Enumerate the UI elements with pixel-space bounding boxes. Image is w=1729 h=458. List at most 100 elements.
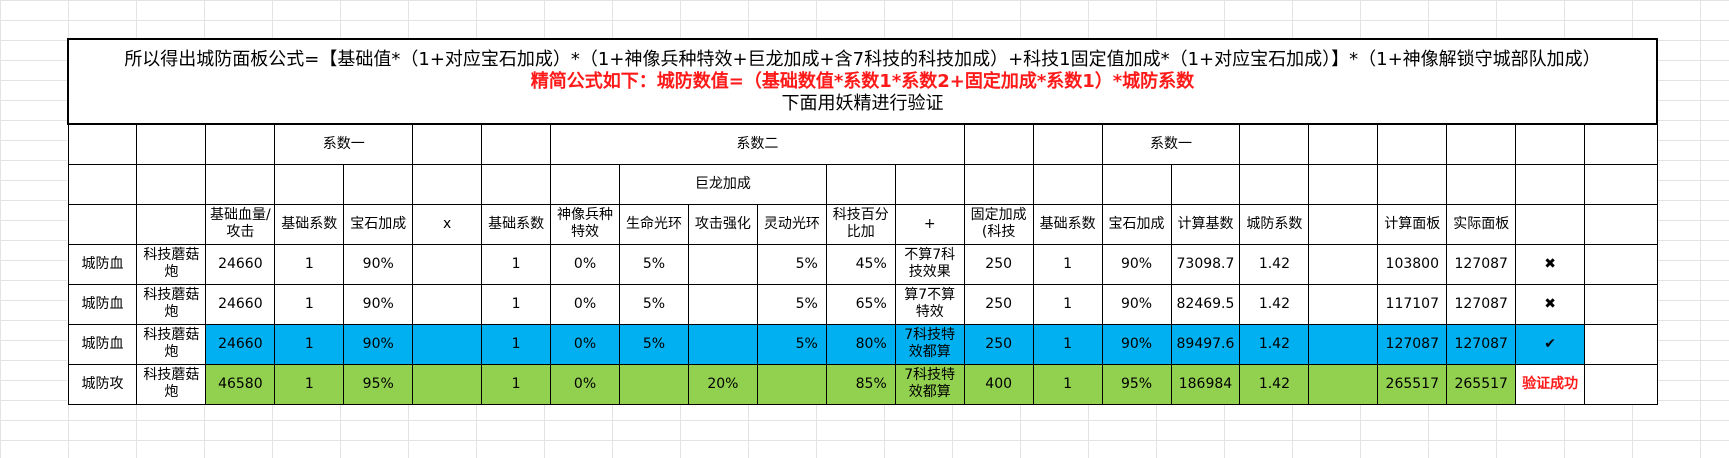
header-base-coef[interactable]: 基础系数 bbox=[274, 203, 345, 245]
row-tech[interactable]: 80% bbox=[825, 323, 896, 365]
row-life[interactable]: 5% bbox=[619, 323, 689, 365]
row-note[interactable]: 7科技特效都算 bbox=[894, 323, 965, 365]
row-unit[interactable]: 科技蘑菇炮 bbox=[136, 243, 207, 285]
row-city-coef[interactable]: 1.42 bbox=[1239, 363, 1310, 405]
cell[interactable] bbox=[894, 163, 965, 205]
row-life[interactable]: 5% bbox=[619, 283, 689, 325]
row-tech[interactable]: 85% bbox=[825, 363, 896, 405]
row-base-coef3[interactable]: 1 bbox=[1032, 363, 1103, 405]
cell[interactable] bbox=[1308, 203, 1379, 245]
row-gem2[interactable]: 90% bbox=[1101, 243, 1172, 285]
header-calc-panel[interactable]: 计算面板 bbox=[1377, 203, 1448, 245]
cell[interactable] bbox=[1584, 363, 1658, 405]
row-calc-base[interactable]: 82469.5 bbox=[1170, 283, 1241, 325]
row-gem2[interactable]: 90% bbox=[1101, 283, 1172, 325]
row-fixed[interactable]: 250 bbox=[963, 283, 1034, 325]
row-gem[interactable]: 90% bbox=[343, 283, 414, 325]
row-base-coef[interactable]: 1 bbox=[274, 283, 345, 325]
cell[interactable] bbox=[1308, 283, 1379, 325]
row-unit[interactable]: 科技蘑菇炮 bbox=[136, 323, 207, 365]
row-actual-panel[interactable]: 127087 bbox=[1446, 323, 1517, 365]
row-atk[interactable] bbox=[687, 243, 758, 285]
cell[interactable] bbox=[825, 163, 896, 205]
cell[interactable] bbox=[67, 123, 138, 165]
cell[interactable] bbox=[67, 203, 138, 245]
cell[interactable] bbox=[963, 163, 1034, 205]
header-city-coef[interactable]: 城防系数 bbox=[1239, 203, 1310, 245]
cell[interactable] bbox=[1032, 163, 1103, 205]
cell[interactable] bbox=[1515, 203, 1586, 245]
cell[interactable] bbox=[412, 323, 483, 365]
cell[interactable] bbox=[481, 163, 552, 205]
row-statue[interactable]: 0% bbox=[550, 243, 620, 285]
row-base-coef3[interactable]: 1 bbox=[1032, 243, 1103, 285]
row-type[interactable]: 城防攻 bbox=[67, 363, 138, 405]
row-base[interactable]: 24660 bbox=[205, 243, 276, 285]
header-calc-base[interactable]: 计算基数 bbox=[1170, 203, 1241, 245]
cell[interactable] bbox=[136, 163, 207, 205]
row-statue[interactable]: 0% bbox=[550, 283, 620, 325]
row-unit[interactable]: 科技蘑菇炮 bbox=[136, 363, 207, 405]
row-base-coef[interactable]: 1 bbox=[274, 243, 345, 285]
header-times[interactable]: x bbox=[412, 203, 483, 245]
row-calc-base[interactable]: 186984 bbox=[1170, 363, 1241, 405]
cell[interactable] bbox=[1584, 323, 1658, 365]
row-agile[interactable]: 5% bbox=[756, 243, 827, 285]
check-mark-icon[interactable]: ✔ bbox=[1515, 323, 1586, 365]
fail-mark-icon[interactable]: ✖ bbox=[1515, 243, 1586, 285]
cell[interactable] bbox=[1584, 203, 1658, 245]
row-agile[interactable]: 5% bbox=[756, 283, 827, 325]
row-gem[interactable]: 95% bbox=[343, 363, 414, 405]
row-city-coef[interactable]: 1.42 bbox=[1239, 283, 1310, 325]
cell[interactable] bbox=[205, 123, 276, 165]
cell[interactable] bbox=[963, 123, 1034, 165]
cell[interactable] bbox=[1308, 123, 1379, 165]
row-city-coef[interactable]: 1.42 bbox=[1239, 323, 1310, 365]
row-base-coef3[interactable]: 1 bbox=[1032, 323, 1103, 365]
row-tech[interactable]: 45% bbox=[825, 243, 896, 285]
cell[interactable] bbox=[1584, 283, 1658, 325]
cell[interactable] bbox=[1515, 163, 1586, 205]
cell[interactable] bbox=[550, 163, 620, 205]
row-base-coef2[interactable]: 1 bbox=[481, 283, 552, 325]
group-coef2[interactable]: 系数二 bbox=[550, 123, 965, 165]
row-base-coef2[interactable]: 1 bbox=[481, 363, 552, 405]
row-life[interactable]: 5% bbox=[619, 243, 689, 285]
row-statue[interactable]: 0% bbox=[550, 363, 620, 405]
cell[interactable] bbox=[412, 243, 483, 285]
row-base-coef[interactable]: 1 bbox=[274, 363, 345, 405]
cell[interactable] bbox=[412, 283, 483, 325]
row-actual-panel[interactable]: 127087 bbox=[1446, 243, 1517, 285]
row-calc-base[interactable]: 89497.6 bbox=[1170, 323, 1241, 365]
header-tech-pct[interactable]: 科技百分比加 bbox=[825, 203, 896, 245]
cell[interactable] bbox=[1515, 123, 1586, 165]
header-base[interactable]: 基础血量/攻击 bbox=[205, 203, 276, 245]
row-base-coef2[interactable]: 1 bbox=[481, 243, 552, 285]
row-base-coef[interactable]: 1 bbox=[274, 323, 345, 365]
row-type[interactable]: 城防血 bbox=[67, 243, 138, 285]
row-actual-panel[interactable]: 127087 bbox=[1446, 283, 1517, 325]
row-gem2[interactable]: 95% bbox=[1101, 363, 1172, 405]
row-calc-base[interactable]: 73098.7 bbox=[1170, 243, 1241, 285]
row-tech[interactable]: 65% bbox=[825, 283, 896, 325]
row-fixed[interactable]: 400 bbox=[963, 363, 1034, 405]
cell[interactable] bbox=[1239, 163, 1310, 205]
header-plus[interactable]: + bbox=[894, 203, 965, 245]
row-base-coef2[interactable]: 1 bbox=[481, 323, 552, 365]
verify-success-label[interactable]: 验证成功 bbox=[1515, 363, 1586, 405]
row-calc-panel[interactable]: 265517 bbox=[1377, 363, 1448, 405]
row-atk[interactable] bbox=[687, 323, 758, 365]
row-base[interactable]: 24660 bbox=[205, 323, 276, 365]
row-fixed[interactable]: 250 bbox=[963, 243, 1034, 285]
cell[interactable] bbox=[481, 123, 552, 165]
row-calc-panel[interactable]: 103800 bbox=[1377, 243, 1448, 285]
header-gem[interactable]: 宝石加成 bbox=[343, 203, 414, 245]
row-base-coef3[interactable]: 1 bbox=[1032, 283, 1103, 325]
row-gem[interactable]: 90% bbox=[343, 243, 414, 285]
cell[interactable] bbox=[1377, 163, 1448, 205]
header-statue[interactable]: 神像兵种特效 bbox=[550, 203, 620, 245]
cell[interactable] bbox=[1308, 163, 1379, 205]
header-life-halo[interactable]: 生命光环 bbox=[619, 203, 689, 245]
header-actual-panel[interactable]: 实际面板 bbox=[1446, 203, 1517, 245]
title-cell[interactable]: 所以得出城防面板公式=【基础值*（1+对应宝石加成）*（1+神像兵种特效+巨龙加… bbox=[67, 38, 1658, 125]
